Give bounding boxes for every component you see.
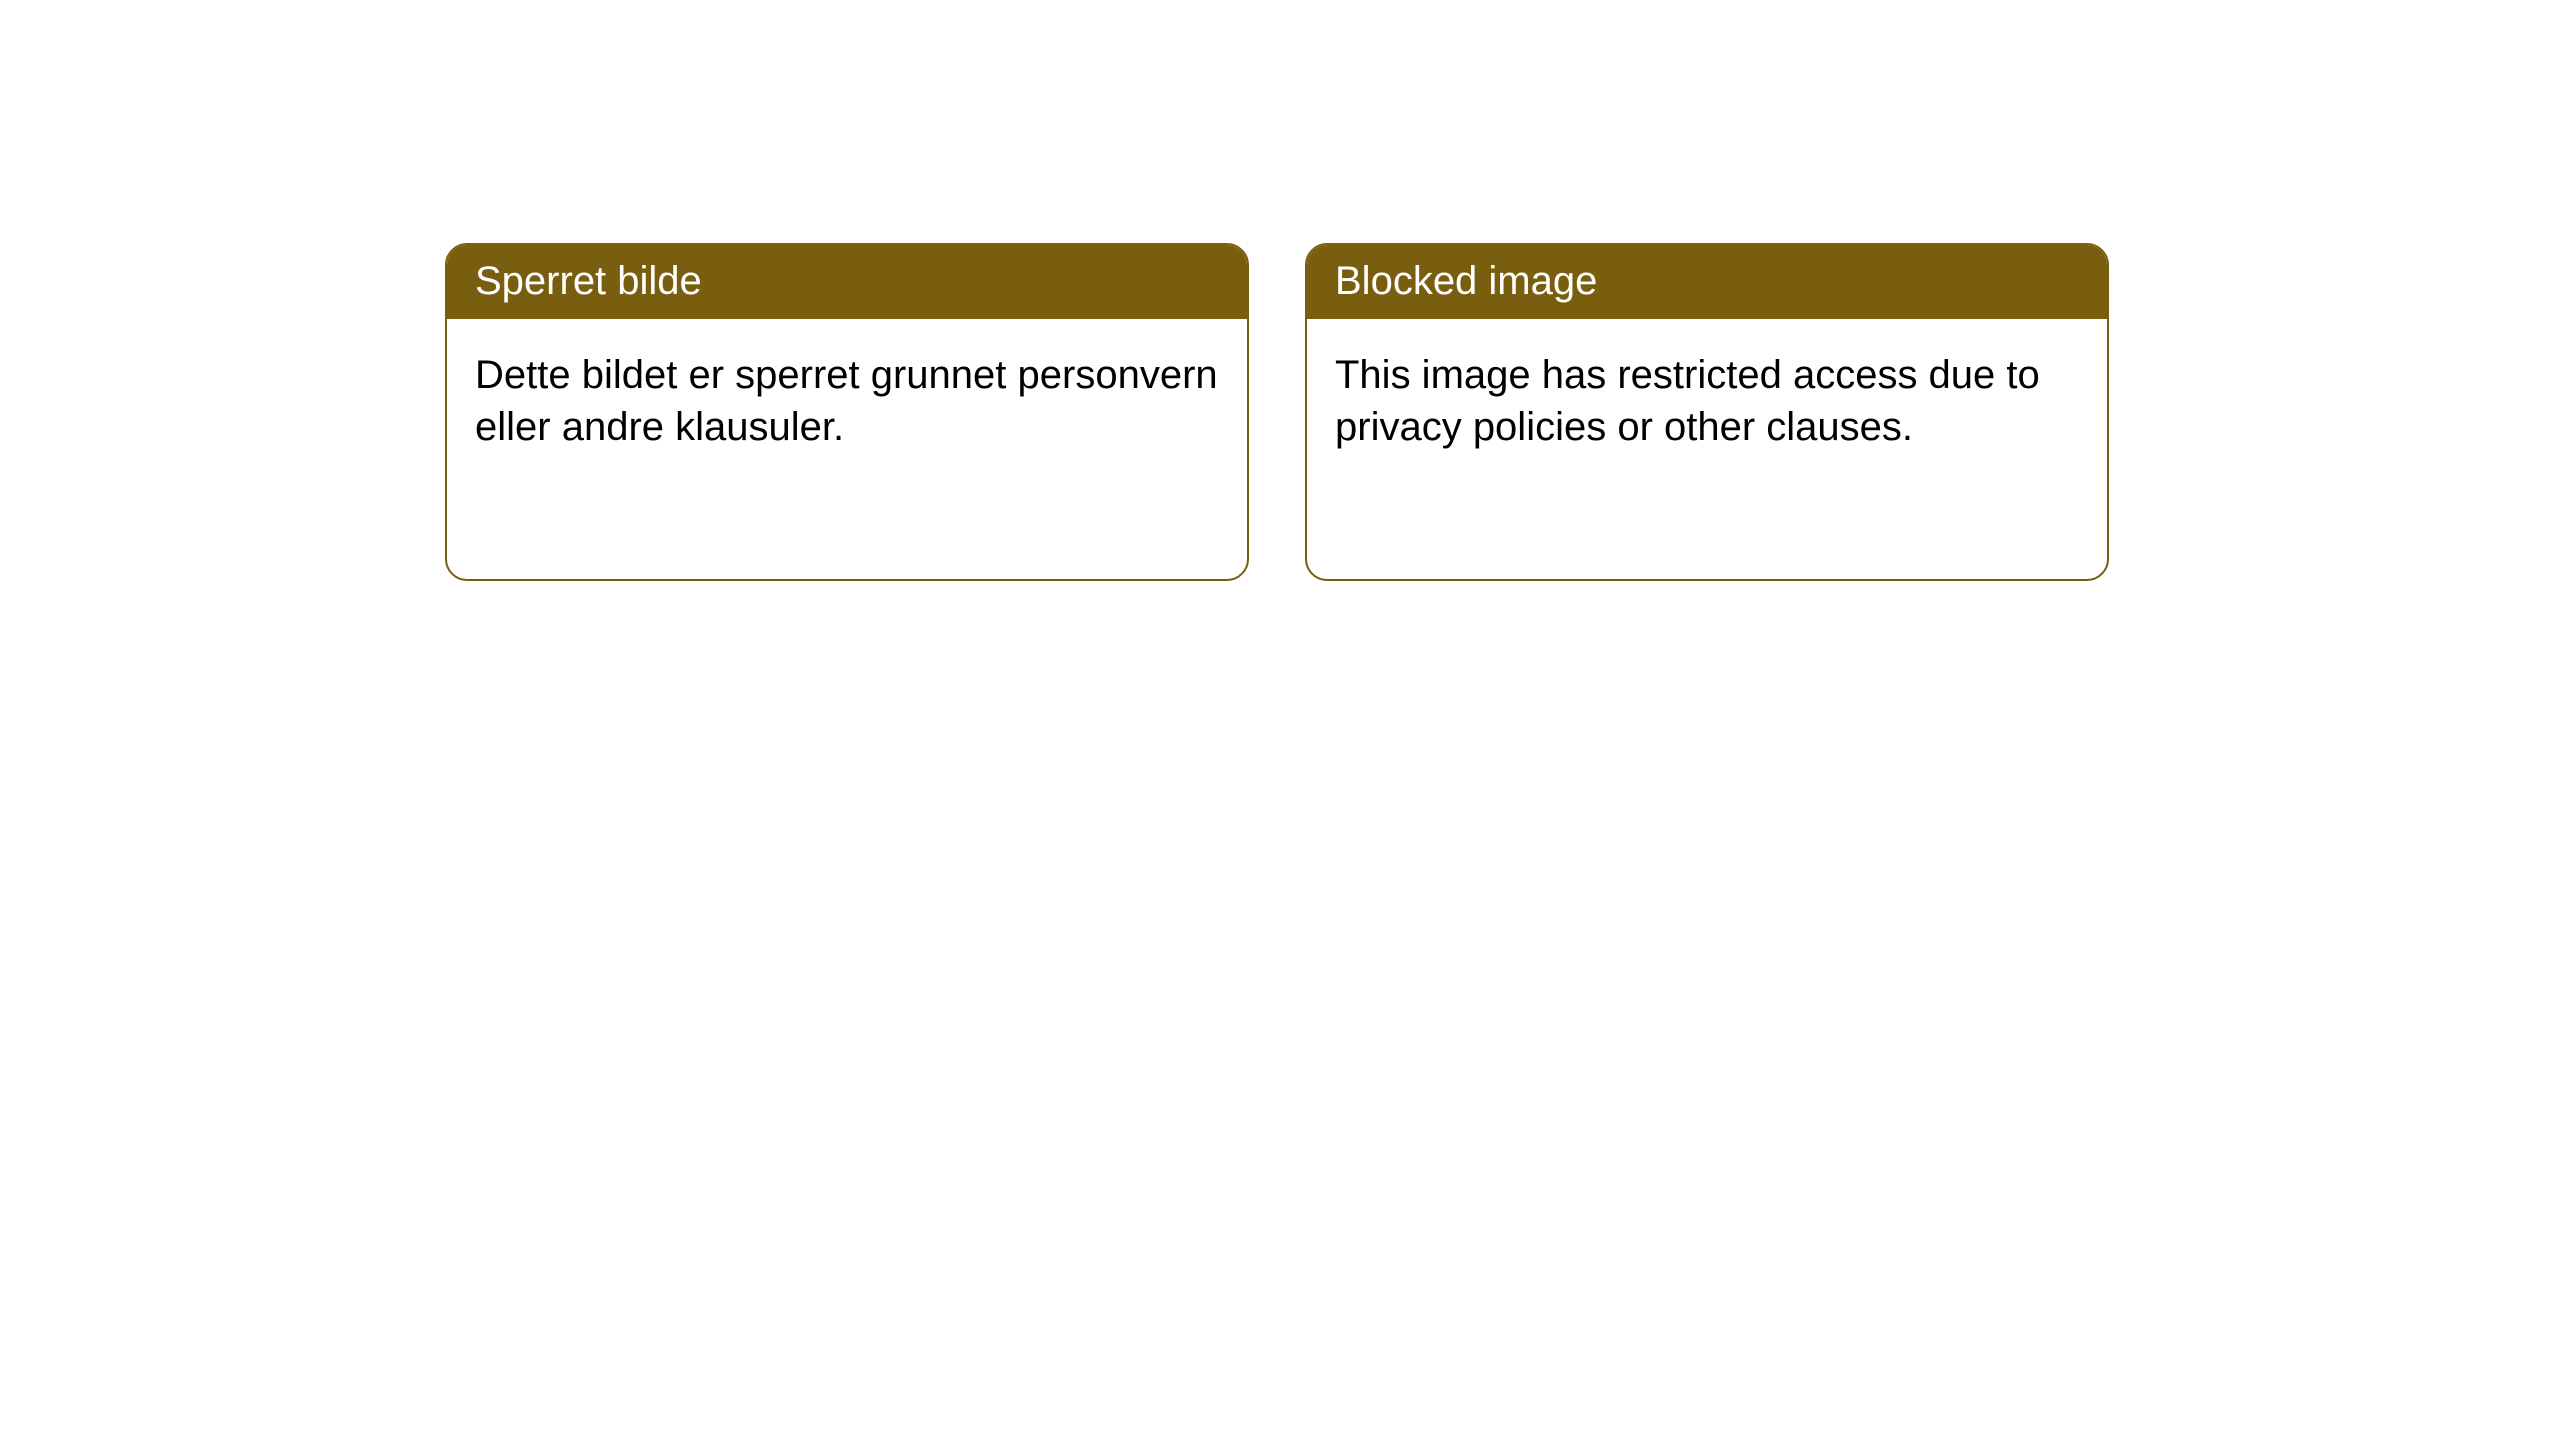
- card-header-en: Blocked image: [1307, 245, 2107, 319]
- card-body-no: Dette bildet er sperret grunnet personve…: [447, 319, 1247, 483]
- blocked-image-card-en: Blocked image This image has restricted …: [1305, 243, 2109, 581]
- blocked-image-card-no: Sperret bilde Dette bildet er sperret gr…: [445, 243, 1249, 581]
- card-header-no: Sperret bilde: [447, 245, 1247, 319]
- cards-container: Sperret bilde Dette bildet er sperret gr…: [0, 0, 2560, 581]
- card-body-en: This image has restricted access due to …: [1307, 319, 2107, 483]
